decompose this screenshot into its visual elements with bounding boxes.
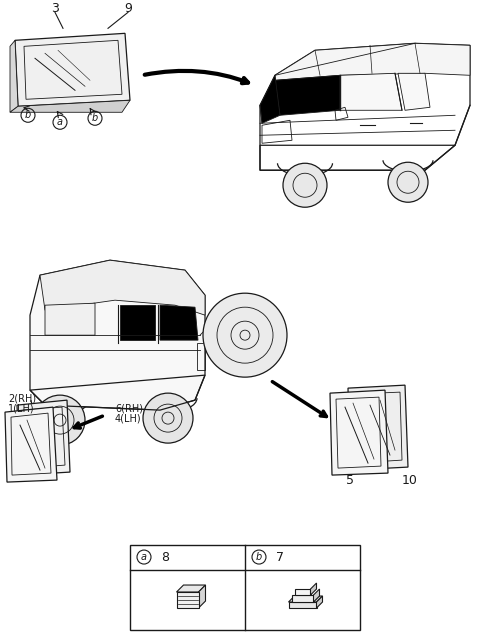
Polygon shape	[340, 73, 402, 111]
Polygon shape	[313, 589, 320, 602]
Text: 9: 9	[124, 2, 132, 15]
Text: 8: 8	[161, 551, 169, 564]
Polygon shape	[291, 595, 313, 602]
Text: 3: 3	[51, 2, 59, 15]
Polygon shape	[260, 75, 280, 123]
Polygon shape	[311, 583, 316, 595]
Polygon shape	[199, 585, 205, 608]
Text: a: a	[141, 552, 147, 562]
Circle shape	[283, 163, 327, 207]
Polygon shape	[288, 602, 316, 608]
Polygon shape	[15, 33, 130, 106]
Text: a: a	[57, 118, 63, 127]
Text: b: b	[256, 552, 262, 562]
Polygon shape	[45, 303, 95, 335]
Polygon shape	[275, 75, 340, 115]
Polygon shape	[398, 73, 430, 111]
Circle shape	[35, 395, 85, 445]
Text: b: b	[25, 111, 31, 120]
Polygon shape	[177, 585, 205, 592]
Polygon shape	[348, 385, 408, 470]
Polygon shape	[295, 589, 311, 595]
Polygon shape	[160, 305, 198, 340]
Polygon shape	[120, 305, 155, 340]
Text: 10: 10	[402, 473, 418, 486]
Text: b: b	[92, 113, 98, 123]
Text: 7: 7	[276, 551, 284, 564]
Polygon shape	[10, 40, 18, 112]
Text: 5: 5	[346, 473, 354, 486]
Text: 2(RH): 2(RH)	[8, 393, 36, 403]
Polygon shape	[5, 407, 57, 482]
Polygon shape	[177, 592, 199, 608]
Polygon shape	[17, 400, 70, 475]
Circle shape	[143, 393, 193, 443]
Polygon shape	[275, 43, 470, 81]
Text: 6(RH): 6(RH)	[115, 403, 143, 413]
Circle shape	[203, 293, 287, 377]
Polygon shape	[10, 100, 130, 112]
Polygon shape	[316, 596, 323, 608]
Polygon shape	[288, 596, 323, 602]
Text: 1(LH): 1(LH)	[8, 403, 35, 413]
Circle shape	[388, 162, 428, 202]
Polygon shape	[40, 260, 205, 315]
Polygon shape	[30, 260, 205, 410]
Text: 4(LH): 4(LH)	[115, 413, 142, 423]
Polygon shape	[330, 390, 388, 475]
